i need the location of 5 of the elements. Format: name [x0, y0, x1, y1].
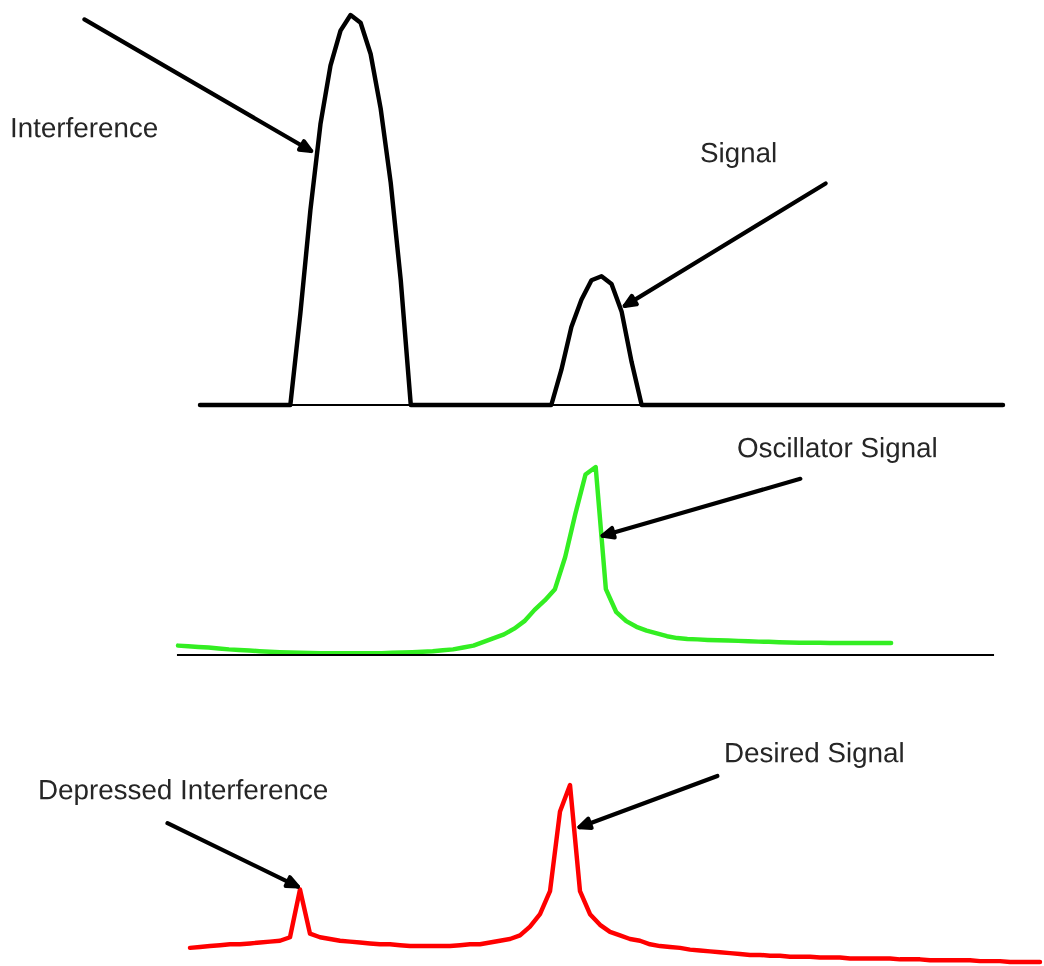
text: Desired Signal — [726, 742, 903, 768]
annotation: Depressed Interference — [40, 779, 328, 805]
text: Interference — [12, 117, 157, 138]
annotation: Signal — [701, 142, 776, 168]
text: Oscillator Signal — [738, 437, 936, 463]
